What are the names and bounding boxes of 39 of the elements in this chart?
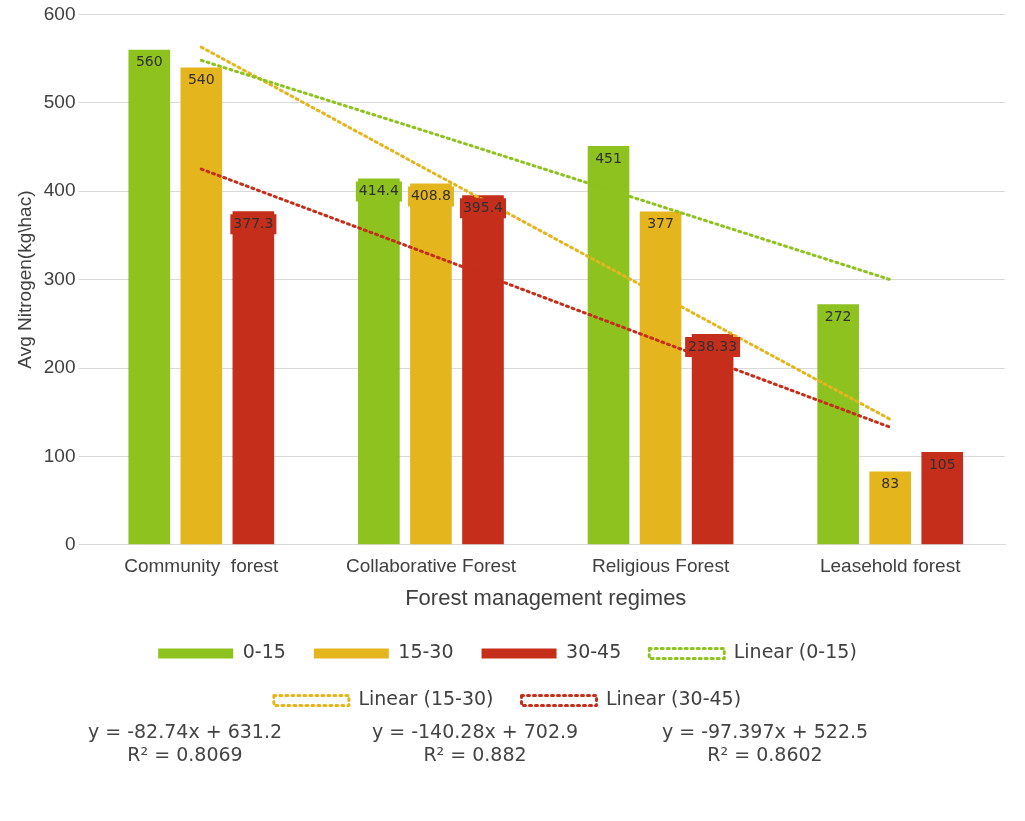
bar xyxy=(817,304,859,545)
data-label: 377 xyxy=(647,215,674,232)
data-label: 238.33 xyxy=(688,337,738,354)
y-tick-label: 100 xyxy=(43,444,76,466)
bar xyxy=(358,178,400,545)
bar xyxy=(180,67,223,545)
x-tick-label: Collaborative Forest xyxy=(345,555,517,577)
y-tick-label: 600 xyxy=(43,2,76,24)
legend-label: Linear (15-30) xyxy=(358,687,494,710)
bar xyxy=(232,211,275,545)
x-tick-label: Religious Forest xyxy=(591,555,730,577)
data-label: 560 xyxy=(135,53,163,70)
y-tick-label: 400 xyxy=(43,179,76,201)
data-label: 540 xyxy=(187,71,215,88)
data-label: 83 xyxy=(881,475,900,492)
bar xyxy=(128,49,171,545)
data-label: 377.3 xyxy=(233,214,274,231)
text: y = -97.397x + 522.5 R² = 0.8602 xyxy=(660,720,870,766)
data-label: 395.4 xyxy=(462,198,504,215)
data-label: 414.4 xyxy=(358,182,400,199)
legend-label: 0-15 xyxy=(242,640,286,663)
legend-label: Linear (0-15) xyxy=(733,640,857,663)
data-label: 408.8 xyxy=(410,187,451,204)
x-tick-label: Leasehold forest xyxy=(819,555,962,577)
text: y = -140.28x + 702.9 R² = 0.882 xyxy=(370,720,580,766)
y-axis-title: Avg Nitrogen(kg\hac) xyxy=(13,190,35,369)
legend-label: 30-45 xyxy=(566,640,622,663)
y-tick-label: 300 xyxy=(43,267,76,289)
y-tick-label: 200 xyxy=(43,356,76,378)
data-label: 451 xyxy=(595,149,622,166)
legend-label: Linear (30-45) xyxy=(606,687,742,710)
x-tick-label: Community forest xyxy=(124,555,280,577)
y-tick-label: 0 xyxy=(64,533,76,555)
legend-label: 15-30 xyxy=(398,640,454,663)
text: y = -82.74x + 631.2 R² = 0.8069 xyxy=(86,720,284,766)
x-axis-title: Forest management regimes xyxy=(405,584,687,610)
data-label: 272 xyxy=(824,307,852,324)
y-tick-label: 500 xyxy=(43,91,76,113)
data-label: 105 xyxy=(928,455,956,472)
